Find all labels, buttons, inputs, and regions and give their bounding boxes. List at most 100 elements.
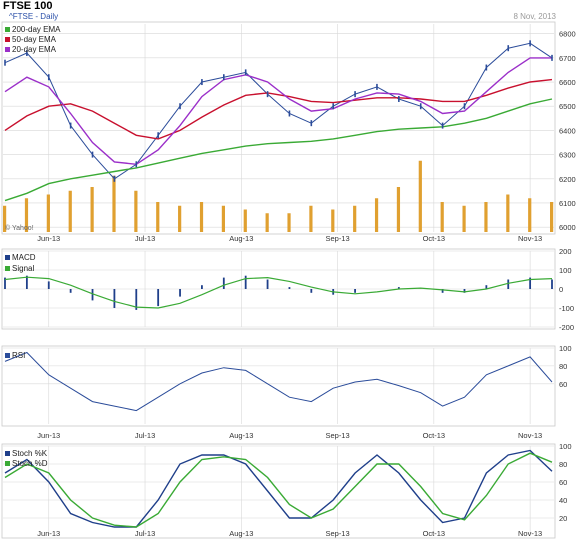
y-tick-label: 6100 (559, 199, 576, 208)
x-tick-label: Nov-13 (518, 234, 542, 243)
y-tick-label: 0 (559, 285, 563, 294)
volume-bar (178, 205, 182, 232)
price-point (310, 120, 313, 127)
ema20-line (4, 57, 552, 166)
stoch-d-line (4, 452, 553, 528)
price-line (4, 42, 553, 180)
volume-bar (309, 205, 313, 232)
macd-bar (47, 281, 50, 289)
price-point (463, 103, 466, 110)
yahoo-watermark: © Yahoo! (5, 224, 34, 232)
macd-bar (529, 277, 532, 289)
price-point (332, 103, 334, 110)
macd-bar (441, 289, 444, 293)
macd-bar (551, 279, 553, 289)
macd-bar (507, 279, 510, 289)
y-tick-label: 20 (559, 514, 567, 523)
macd-bar (463, 289, 466, 293)
rsi-line (4, 351, 553, 412)
legend-swatch-ema200 (5, 27, 10, 32)
macd-panel-frame (1, 248, 556, 330)
volume-bar (353, 205, 357, 232)
x-tick-label: Aug-13 (229, 431, 253, 440)
x-tick-label: Jun-13 (37, 529, 60, 538)
x-tick-label: Jul-13 (135, 234, 155, 243)
volume-bar (528, 198, 532, 232)
y-tick-label: 100 (559, 442, 572, 451)
macd-bar (179, 289, 181, 297)
volume-bar (265, 213, 269, 232)
x-tick-label: Nov-13 (518, 431, 542, 440)
volume-bar (24, 198, 29, 232)
price-point (266, 91, 269, 98)
macd-legend: MACD Signal (5, 253, 36, 273)
y-tick-label: 6700 (559, 54, 576, 63)
legend-swatch-stochd (5, 461, 10, 466)
volume-bar (46, 194, 50, 232)
stoch-legend: Stoch %K Stoch %D (5, 449, 48, 468)
price-point (441, 122, 444, 129)
stoch-panel-frame (1, 443, 556, 539)
x-tick-label: Oct-13 (423, 529, 446, 538)
volume-bar (550, 202, 554, 232)
y-tick-label: 6200 (559, 175, 576, 184)
legend-swatch-stochk (5, 451, 10, 456)
volume-bar (462, 205, 466, 232)
macd-bar (244, 275, 247, 289)
y-tick-label: 80 (559, 362, 567, 371)
chart-date: 8 Nov, 2013 (513, 12, 556, 21)
macd-bar (266, 279, 269, 289)
legend-label-ema20: 20-day EMA (12, 45, 57, 54)
price-point (201, 79, 203, 86)
price-legend: 200-day EMA 50-day EMA 20-day EMA (5, 25, 61, 54)
x-tick-label: Aug-13 (229, 529, 253, 538)
volume-bar (199, 202, 204, 232)
volume-bar (156, 202, 160, 232)
y-tick-label: -200 (559, 323, 574, 332)
macd-bar (354, 289, 356, 293)
legend-swatch-signal (5, 266, 10, 271)
legend-swatch-rsi (5, 353, 10, 358)
x-tick-label: Oct-13 (423, 234, 446, 243)
volume-bar (440, 202, 444, 232)
x-tick-label: Sep-13 (325, 431, 349, 440)
labels-layer: 6000610062006300640065006600670068002001… (37, 30, 575, 538)
price-point (91, 151, 94, 158)
y-tick-label: 6600 (559, 78, 576, 87)
macd-bar (310, 289, 313, 293)
y-tick-label: 60 (559, 380, 567, 389)
x-tick-label: Sep-13 (325, 529, 349, 538)
rsi-panel-frame (1, 345, 556, 427)
stoch-k-line (4, 449, 553, 528)
macd-bar (157, 289, 160, 307)
y-tick-label: 200 (559, 247, 572, 256)
macd-bar (288, 287, 291, 289)
x-tick-label: Oct-13 (423, 431, 446, 440)
legend-swatch-ema20 (5, 47, 10, 52)
volume-bar (221, 205, 225, 232)
volume-bar (374, 198, 379, 232)
legend-label-stochk: Stoch %K (12, 449, 48, 458)
price-point (113, 175, 116, 182)
legend-swatch-ema50 (5, 37, 10, 42)
y-tick-label: 6300 (559, 151, 576, 160)
y-tick-label: 6500 (559, 102, 576, 111)
price-point (551, 54, 553, 61)
y-tick-label: 6000 (559, 223, 576, 232)
volume-bar (134, 190, 138, 232)
volume-bar (484, 202, 488, 232)
macd-bar (485, 285, 488, 289)
x-tick-label: Nov-13 (518, 529, 542, 538)
price-point (288, 110, 291, 117)
price-point (419, 103, 422, 110)
price-point (507, 45, 510, 52)
chart-title: FTSE 100 (3, 0, 53, 12)
ema50-line (4, 78, 553, 140)
y-tick-label: 100 (559, 266, 572, 275)
macd-bar (201, 285, 203, 289)
macd-bar (135, 289, 138, 310)
price-point (4, 59, 6, 66)
rsi-legend: RSI (5, 351, 25, 360)
x-tick-label: Sep-13 (325, 234, 349, 243)
legend-label-rsi: RSI (12, 351, 25, 360)
